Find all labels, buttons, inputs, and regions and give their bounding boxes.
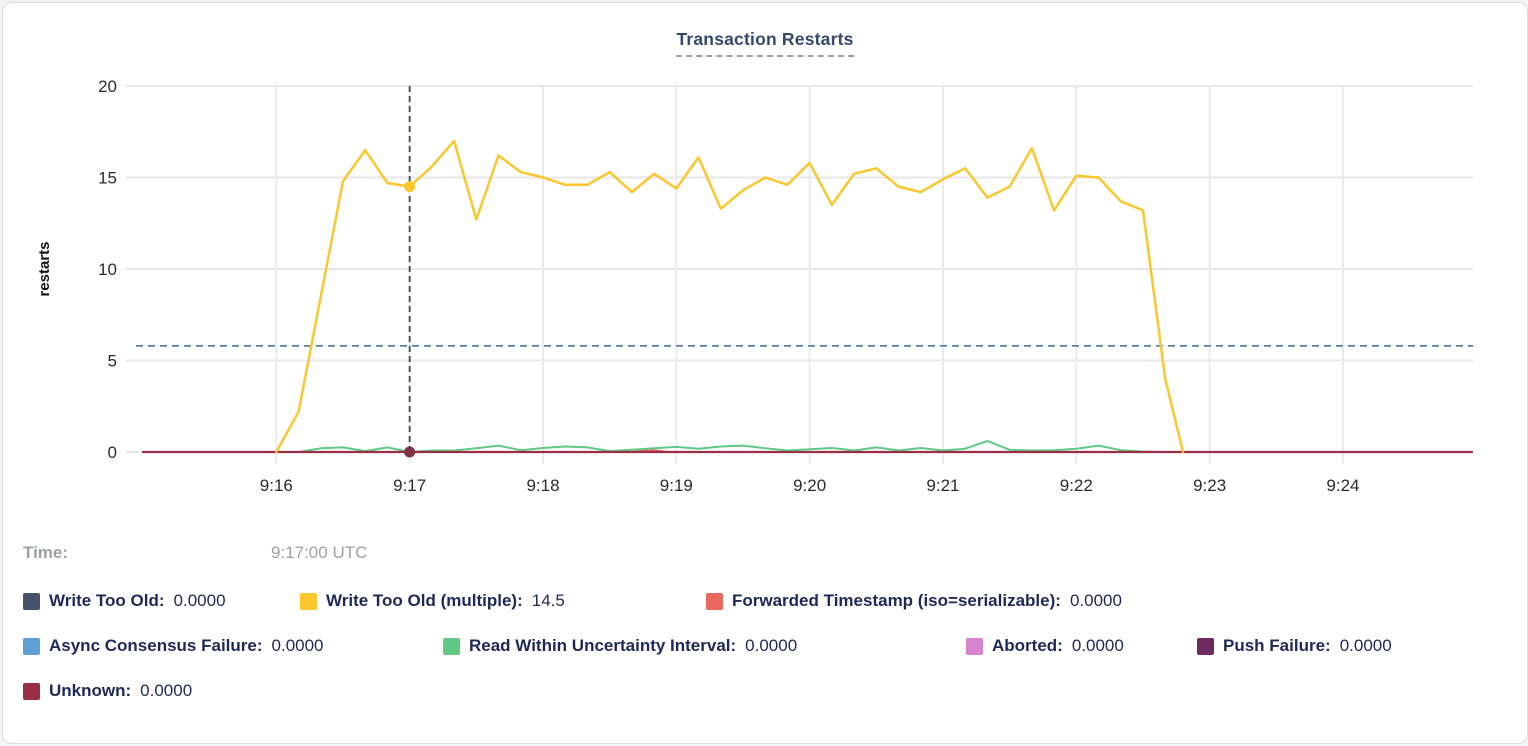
hover-marker (404, 446, 416, 458)
legend-item-unknown[interactable]: Unknown: 0.0000 (23, 681, 192, 701)
legend-item-push-failure[interactable]: Push Failure: 0.0000 (1197, 636, 1392, 656)
x-tick-label: 9:19 (660, 476, 693, 495)
legend-label: Aborted: (992, 636, 1063, 655)
chart-title-wrap: Transaction Restarts (3, 29, 1527, 57)
legend-value: 0.0000 (745, 636, 798, 655)
legend-value: 0.0000 (271, 636, 324, 655)
time-value: 9:17:00 UTC (271, 543, 368, 562)
legend-label: Async Consensus Failure: (49, 636, 263, 655)
x-tick-label: 9:24 (1326, 476, 1359, 495)
series-write-too-old-multiple- (275, 139, 1185, 454)
legend-label: Unknown: (49, 681, 132, 700)
legend-value: 0.0000 (1069, 591, 1122, 610)
y-tick-label: 0 (108, 443, 117, 462)
legend-swatch (23, 592, 40, 610)
x-tick-label: 9:23 (1193, 476, 1226, 495)
legend-item-forwarded-timestamp[interactable]: Forwarded Timestamp (iso=serializable): … (706, 591, 1122, 611)
y-axis-label: restarts (36, 241, 53, 296)
legend-row-1: Write Too Old: 0.0000 Write Too Old (mul… (3, 591, 1527, 619)
legend-swatch (706, 592, 723, 610)
chart-title: Transaction Restarts (676, 29, 854, 57)
legend-swatch (1197, 637, 1214, 655)
y-tick-label: 5 (108, 352, 117, 371)
tooltip-time-row: Time: 9:17:00 UTC (3, 543, 1527, 569)
chart-svg[interactable]: 0 5 10 15 20 9:16 9:17 9:18 9:19 9:20 9:21 9:22 9:23… (3, 3, 1528, 533)
legend-item-read-within-uncertainty[interactable]: Read Within Uncertainty Interval: 0.0000 (443, 636, 797, 656)
x-tick-label: 9:18 (526, 476, 559, 495)
legend-swatch (300, 592, 317, 610)
legend-label: Write Too Old (multiple): (326, 591, 523, 610)
x-tick-label: 9:22 (1060, 476, 1093, 495)
legend-value: 0.0000 (1339, 636, 1392, 655)
legend-swatch (23, 682, 40, 700)
y-tick-label: 10 (98, 260, 117, 279)
legend-swatch (443, 637, 460, 655)
series-read-within-uncertainty-interval (142, 440, 1473, 453)
legend-label: Push Failure: (1223, 636, 1331, 655)
legend-row-2: Async Consensus Failure: 0.0000 Read Wit… (3, 636, 1527, 664)
x-tick-label: 9:20 (793, 476, 826, 495)
y-tick-label: 15 (98, 169, 117, 188)
legend-label: Write Too Old: (49, 591, 165, 610)
legend-label: Read Within Uncertainty Interval: (469, 636, 737, 655)
legend-value: 14.5 (531, 591, 565, 610)
x-tick-label: 9:17 (393, 476, 426, 495)
hover-marker (404, 181, 416, 193)
legend-swatch (966, 637, 983, 655)
legend-item-async-consensus-failure[interactable]: Async Consensus Failure: 0.0000 (23, 636, 324, 656)
y-tick-label: 20 (98, 77, 117, 96)
legend-value: 0.0000 (140, 681, 193, 700)
legend-value: 0.0000 (1071, 636, 1124, 655)
legend-swatch (23, 637, 40, 655)
time-label: Time: (23, 543, 69, 562)
legend-item-aborted[interactable]: Aborted: 0.0000 (966, 636, 1124, 656)
legend-value: 0.0000 (173, 591, 226, 610)
legend-item-write-too-old[interactable]: Write Too Old: 0.0000 (23, 591, 226, 611)
legend-item-write-too-old-multiple[interactable]: Write Too Old (multiple): 14.5 (300, 591, 565, 611)
x-tick-label: 9:16 (260, 476, 293, 495)
x-tick-label: 9:21 (926, 476, 959, 495)
legend-row-3: Unknown: 0.0000 (3, 681, 1527, 709)
legend-label: Forwarded Timestamp (iso=serializable): (732, 591, 1061, 610)
